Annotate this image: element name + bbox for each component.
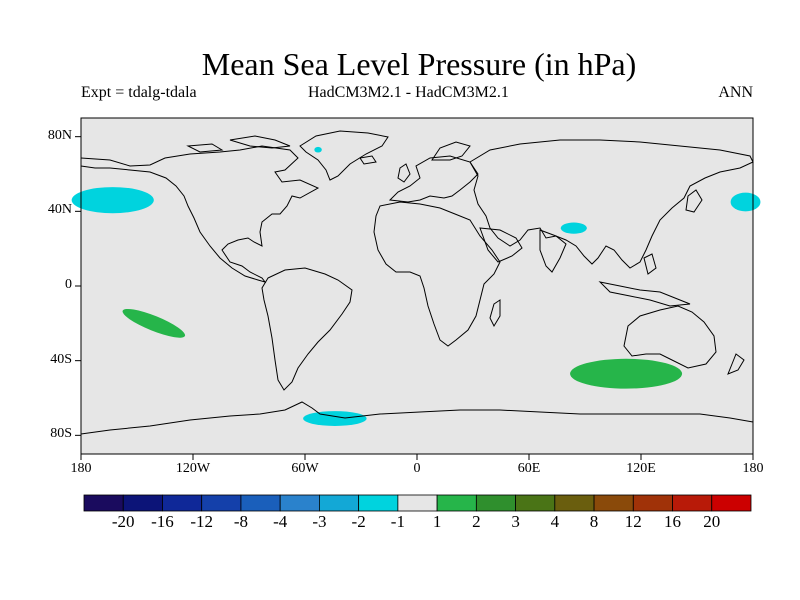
- colorbar-swatch: [319, 494, 360, 512]
- experiment-label: Expt = tdalg-tdala: [81, 84, 197, 101]
- colorbar-swatch: [711, 494, 752, 512]
- lat-tick-label: 0: [65, 277, 72, 292]
- colorbar-swatch: [515, 494, 556, 512]
- madagascar-coast: [489, 299, 501, 328]
- colorbar-swatch: [83, 494, 124, 512]
- colorbar-label: 1: [432, 512, 442, 531]
- scandinavia-coast: [431, 141, 471, 161]
- colorbar-label: 8: [589, 512, 599, 531]
- arctic-islands-coast: [186, 135, 291, 153]
- asia-coast: [469, 139, 754, 269]
- colorbar-swatch: [554, 494, 595, 512]
- colorbar-swatch: [162, 494, 203, 512]
- south-america-coast: [261, 267, 353, 391]
- colorbar-swatch: [201, 494, 242, 512]
- colorbar-swatch: [672, 494, 713, 512]
- lat-tick-label: 40N: [47, 202, 72, 218]
- colorbar-label: -20: [111, 512, 135, 531]
- europe-coast: [388, 155, 479, 203]
- colorbar-label: -4: [273, 512, 288, 531]
- colorbar-label: -1: [390, 512, 405, 531]
- new-zealand-coast: [727, 353, 745, 375]
- indonesia-coast: [598, 281, 691, 307]
- colorbar-label: 20: [703, 512, 721, 531]
- anomaly-north-pacific-east-negative: [730, 192, 761, 212]
- anomaly-southern-ocean-positive: [570, 358, 683, 389]
- colorbar-label: -12: [190, 512, 214, 531]
- colorbar-label: 16: [664, 512, 682, 531]
- philippines-coast: [643, 253, 657, 275]
- lon-tick-label: 0: [413, 461, 421, 476]
- lon-tick-label: 120W: [175, 461, 211, 476]
- colorbar-swatch: [279, 494, 320, 512]
- colorbar-label: 4: [550, 512, 560, 531]
- arabia-coast: [479, 227, 523, 263]
- north-america-coast: [80, 145, 320, 283]
- colorbar-swatch: [240, 494, 281, 512]
- lon-tick-label: 180: [70, 461, 92, 476]
- coastlines: [80, 130, 754, 435]
- model-comparison-label: HadCM3M2.1 - HadCM3M2.1: [308, 84, 509, 101]
- colorbar-swatch: [632, 494, 673, 512]
- australia-coast: [623, 305, 717, 369]
- india-coast: [539, 229, 567, 273]
- colorbar-label: -3: [312, 512, 327, 531]
- colorbar-swatch: [475, 494, 516, 512]
- british-isles-coast: [397, 163, 411, 183]
- map-ocean-background: [81, 118, 753, 454]
- anomaly-south-pacific-positive: [122, 308, 186, 338]
- colorbar-swatch: [397, 494, 438, 512]
- lon-tick-label: 180: [742, 461, 764, 476]
- colorbar-label: 3: [511, 512, 520, 531]
- axis-ticks: [75, 136, 754, 460]
- colorbar-label: -16: [151, 512, 174, 531]
- colorbar: [83, 494, 752, 512]
- greenland-coast: [299, 130, 389, 181]
- anomaly-greenland-negative: [314, 146, 322, 153]
- colorbar-label: 12: [624, 512, 642, 531]
- colorbar-swatch: [358, 494, 399, 512]
- lat-tick-label: 80S: [50, 426, 72, 442]
- anomaly-antarctic-peninsula-negative: [303, 411, 367, 426]
- colorbar-label: 2: [472, 512, 481, 531]
- lat-tick-label: 40S: [50, 351, 72, 367]
- africa-coast: [373, 201, 501, 347]
- anomaly-central-asia-negative: [560, 222, 587, 234]
- japan-coast: [685, 189, 703, 213]
- iceland-coast: [359, 155, 377, 165]
- season-label: ANN: [718, 84, 753, 101]
- colorbar-label: -8: [233, 512, 249, 531]
- colorbar-swatch: [122, 494, 163, 512]
- antarctica-coast: [80, 401, 754, 435]
- lon-tick-label: 60E: [517, 461, 541, 476]
- lon-tick-label: 60W: [291, 461, 319, 476]
- colorbar-swatch: [436, 494, 477, 512]
- colorbar-swatch: [593, 494, 634, 512]
- plot-title: Mean Sea Level Pressure (in hPa): [201, 46, 637, 82]
- lon-tick-label: 120E: [626, 461, 656, 476]
- lat-tick-label: 80N: [47, 127, 72, 143]
- anomaly-north-pacific-west-negative: [71, 187, 154, 214]
- colorbar-label: -2: [351, 512, 366, 531]
